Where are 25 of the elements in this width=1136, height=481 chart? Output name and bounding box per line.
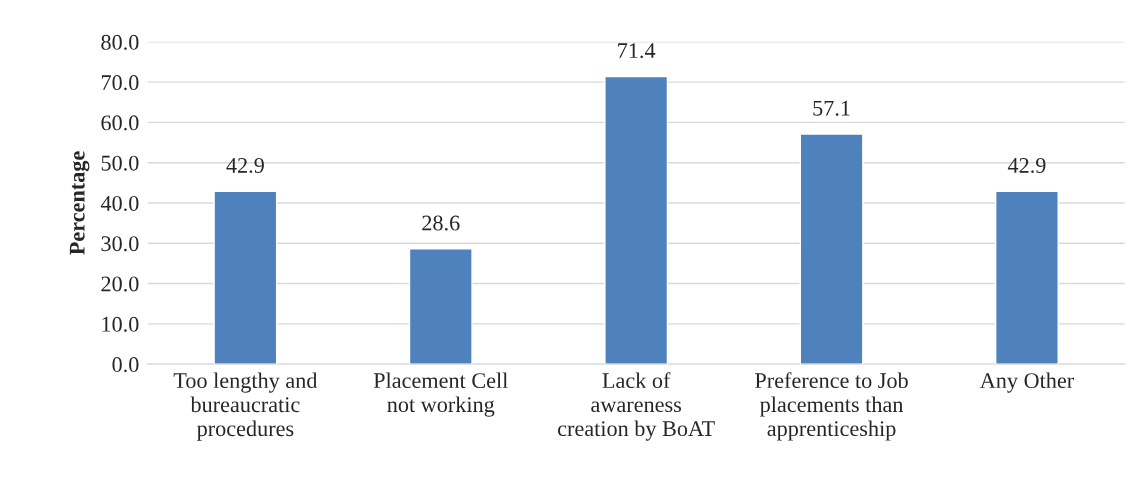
bar (994, 190, 1059, 365)
y-tick-label: 10.0 (102, 316, 139, 332)
x-tick-label: Placement Cell not working (373, 372, 508, 417)
bar (213, 190, 278, 365)
bar (799, 133, 864, 365)
y-tick-label: 80.0 (101, 34, 139, 50)
y-tick-label: 30.0 (101, 236, 139, 252)
data-label: 28.6 (422, 215, 460, 231)
x-tick-label: Too lengthy and bureaucratic procedures (173, 372, 318, 441)
y-tick-label: 40.0 (100, 195, 139, 212)
y-tick-label: 50.0 (101, 155, 139, 171)
data-label: 71.4 (618, 43, 656, 59)
y-tick-label: 70.0 (101, 75, 139, 91)
x-tick-label: Lack of awareness creation by BoAT (558, 372, 715, 441)
y-axis-title: Percentage (69, 151, 90, 255)
data-label: 42.9 (1007, 157, 1046, 173)
y-tick-label: 60.0 (101, 115, 139, 131)
data-label: 57.1 (813, 100, 850, 116)
x-tick-label: Preference to Job placements than apprenticeship (755, 372, 908, 441)
x-tick-label: Any Other (979, 372, 1074, 393)
bar (604, 75, 669, 365)
y-tick-label: 0.0 (112, 357, 139, 373)
y-tick-label: 20.0 (101, 276, 139, 292)
bar (408, 248, 473, 365)
data-label: 42.9 (226, 157, 264, 173)
